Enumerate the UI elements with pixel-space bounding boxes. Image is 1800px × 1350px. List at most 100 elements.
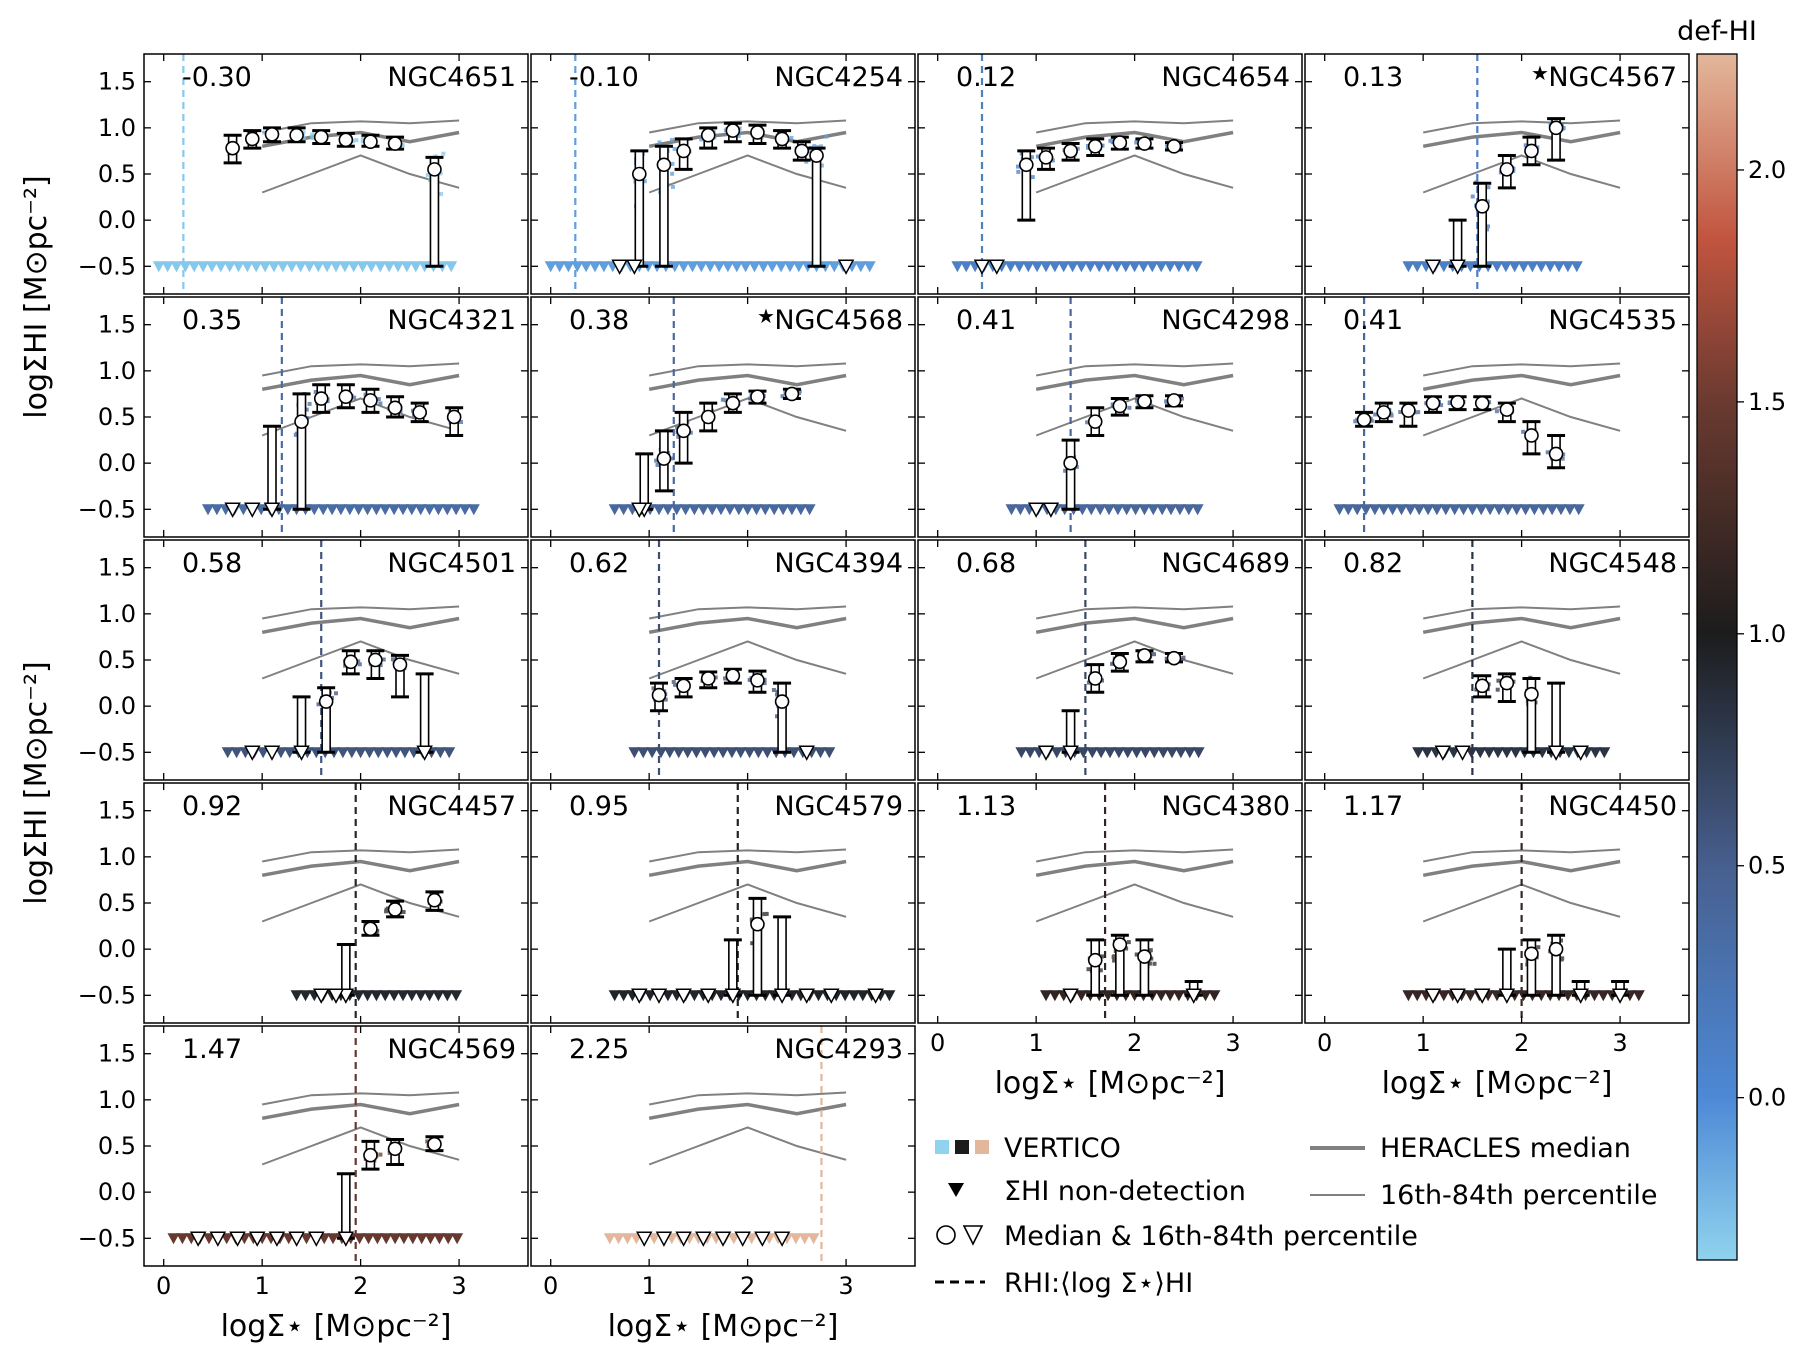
median-point [412, 405, 427, 420]
nondetection-marker [1166, 747, 1178, 759]
nondetection-marker [1508, 261, 1521, 273]
y-tick-label: −0.5 [78, 252, 136, 280]
nondetection-marker [1484, 504, 1497, 516]
colorbar-tick-label: 0.5 [1748, 852, 1786, 880]
x-tick-label: 3 [1612, 1029, 1627, 1057]
median-upper-limit [773, 1231, 791, 1247]
pixel-point [1148, 948, 1153, 953]
nondetection-marker [1174, 747, 1187, 759]
nondetection-marker [1112, 747, 1125, 759]
y-tick-label: 1.5 [98, 68, 136, 96]
heracles-upper-line [262, 605, 460, 620]
panel-ngc4457: −0.5 0.0 0.5 1.0 1.5 0.92 NGC4457 [78, 782, 529, 1024]
nondetection-marker [699, 747, 712, 759]
pixel-point [1050, 158, 1055, 163]
nondetection-marker [285, 261, 298, 273]
y-axis-label: logΣHI [M⊙pc⁻²] [19, 175, 54, 418]
nondetection-marker [1528, 504, 1541, 516]
pixel-point [1561, 126, 1566, 130]
nondetection-marker [1138, 504, 1151, 516]
nondetection-marker [221, 747, 234, 759]
pixel-point [1470, 194, 1475, 199]
pixel-point [1495, 687, 1500, 692]
galaxy-name-label: NGC4535 [1548, 305, 1677, 336]
nondetection-marker [170, 261, 183, 273]
nondetection-marker [608, 504, 621, 516]
median-point [774, 694, 790, 709]
pixel-point [1016, 164, 1020, 169]
median-points [1424, 933, 1630, 1004]
galaxy-name-label: NGC4689 [1161, 548, 1290, 579]
median-upper-limit [263, 502, 281, 518]
pixel-point [1559, 938, 1563, 943]
median-upper-limit [1434, 745, 1452, 761]
heracles-lower-line [1035, 640, 1234, 680]
nondetection-marker [883, 990, 896, 1002]
deficiency-label: 0.41 [1343, 305, 1403, 336]
median-points [635, 1231, 791, 1247]
nondetection-marker [1333, 504, 1346, 516]
pixel-point [764, 911, 769, 916]
nondetection-marker [1208, 990, 1221, 1002]
nondetection-marker [1137, 261, 1150, 273]
panel-ngc4254: -0.10 NGC4254 [530, 53, 916, 295]
heracles-upper-line [1423, 362, 1621, 377]
nondetection-marker [688, 504, 701, 516]
nondetection-marker [1191, 504, 1204, 516]
nondetection-marker [365, 261, 378, 273]
nondetection-marker [1509, 747, 1522, 759]
nondetection-marker [1004, 261, 1017, 273]
median-point [1524, 686, 1539, 702]
pixel-point [670, 184, 675, 189]
legend-nondetection-marker [948, 1183, 964, 1197]
median-points [650, 667, 815, 761]
nondetection-marker [766, 261, 779, 273]
pixel-point [425, 172, 430, 177]
panel-ngc4450: 0 1 2 3 logΣ⋆ [M⊙pc⁻²] 1.17 NGC4450 [1304, 782, 1690, 1101]
colorbar-label: def-HI [1677, 16, 1757, 47]
nondetection-marker [1544, 261, 1557, 273]
pixel-point [313, 390, 318, 394]
nondetection-marker [1570, 261, 1583, 273]
nondetection-marker [697, 504, 710, 516]
nondetection-marker [312, 261, 325, 273]
nondetection-marker [708, 747, 721, 759]
pixel-point [736, 133, 741, 138]
heracles-upper-line [1036, 848, 1234, 863]
percentile-bar [419, 673, 430, 754]
median-points [224, 383, 464, 518]
nondetection-marker [397, 990, 409, 1002]
panel-ngc4535: 0.41 NGC4535 [1304, 296, 1690, 538]
nondetection-marker [743, 747, 756, 759]
pixel-point [376, 397, 381, 402]
pixel-point [1108, 138, 1113, 143]
x-tick-label: 0 [1317, 1029, 1332, 1057]
nondetection-marker [300, 1233, 313, 1245]
x-tick-label: 3 [451, 1272, 466, 1300]
nondetection-marker [1475, 504, 1488, 516]
x-tick-label: 1 [1029, 1029, 1044, 1057]
pixel-point [1085, 420, 1090, 425]
heracles-median-line [1035, 616, 1234, 635]
nondetection-marker [1395, 504, 1408, 516]
heracles-upper-line [1036, 605, 1234, 620]
panel-grid: −0.5 0.0 0.5 1.0 1.5 -0.30 NGC4651 -0.10 NGC4254… [19, 53, 1690, 1344]
median-point [1063, 143, 1078, 159]
nondetection-marker [1130, 747, 1143, 759]
percentile-bar [1452, 219, 1463, 268]
nondetection-marker [451, 1233, 464, 1245]
percentile-bar [639, 453, 650, 511]
nondetection-marker [1048, 261, 1061, 273]
median-point [774, 131, 790, 147]
nondetection-marker [672, 747, 685, 759]
nondetection-marker [730, 261, 743, 273]
median-upper-limit [611, 259, 628, 275]
nondetection-marker [1402, 261, 1415, 273]
heracles-median-line [1035, 859, 1234, 878]
nondetection-marker [434, 747, 447, 759]
x-tick-label: 2 [740, 1272, 755, 1300]
nondetection-marker [352, 504, 365, 516]
median-upper-limit [1572, 988, 1589, 1004]
nondetection-marker [467, 504, 480, 516]
median-points [1355, 394, 1566, 470]
